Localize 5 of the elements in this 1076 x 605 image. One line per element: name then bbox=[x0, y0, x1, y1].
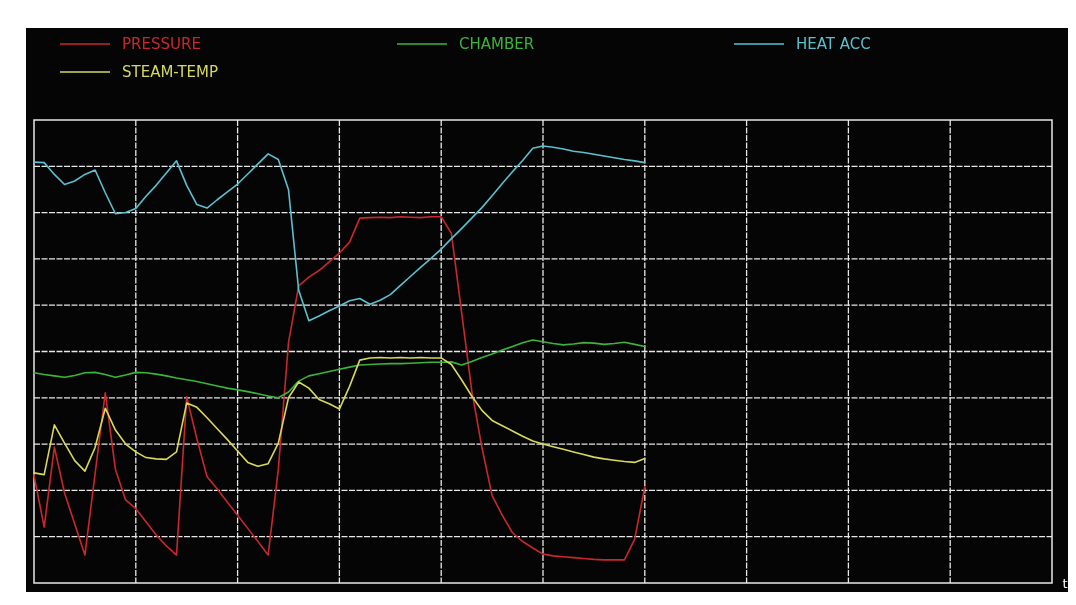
legend-label: PRESSURE bbox=[122, 35, 201, 53]
x-axis-title: t bbox=[1062, 576, 1068, 591]
legend-label: HEAT ACC bbox=[796, 35, 871, 53]
legend-label: CHAMBER bbox=[459, 35, 535, 53]
legend-label: STEAM-TEMP bbox=[122, 63, 219, 81]
